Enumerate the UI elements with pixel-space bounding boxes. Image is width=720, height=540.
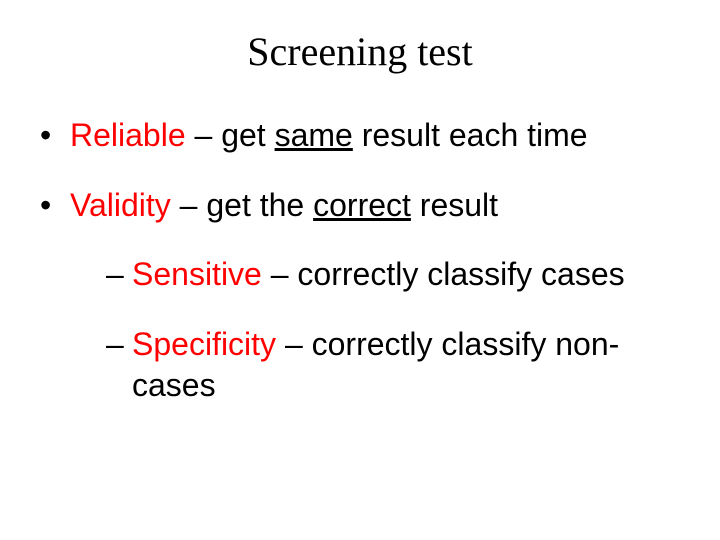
underline-same: same	[275, 117, 353, 153]
bullet-list-level2: Sensitive – correctly classify cases Spe…	[70, 254, 680, 407]
bullet-reliable: Reliable – get same result each time	[40, 115, 680, 157]
term-sensitive: Sensitive	[132, 256, 262, 292]
subbullet-sensitive: Sensitive – correctly classify cases	[106, 254, 680, 296]
bullet-list-level1: Reliable – get same result each time Val…	[40, 115, 680, 407]
slide: Screening test Reliable – get same resul…	[0, 0, 720, 540]
text: – get the	[171, 187, 313, 223]
term-validity: Validity	[70, 187, 171, 223]
slide-title: Screening test	[40, 28, 680, 75]
term-specificity: Specificity	[132, 326, 276, 362]
term-reliable: Reliable	[70, 117, 186, 153]
text: result each time	[353, 117, 588, 153]
subbullet-specificity: Specificity – correctly classify non-cas…	[106, 324, 680, 407]
text: – get	[186, 117, 275, 153]
text: result	[411, 187, 498, 223]
text: – correctly classify cases	[262, 256, 625, 292]
underline-correct: correct	[313, 187, 411, 223]
bullet-validity: Validity – get the correct result Sensit…	[40, 185, 680, 407]
